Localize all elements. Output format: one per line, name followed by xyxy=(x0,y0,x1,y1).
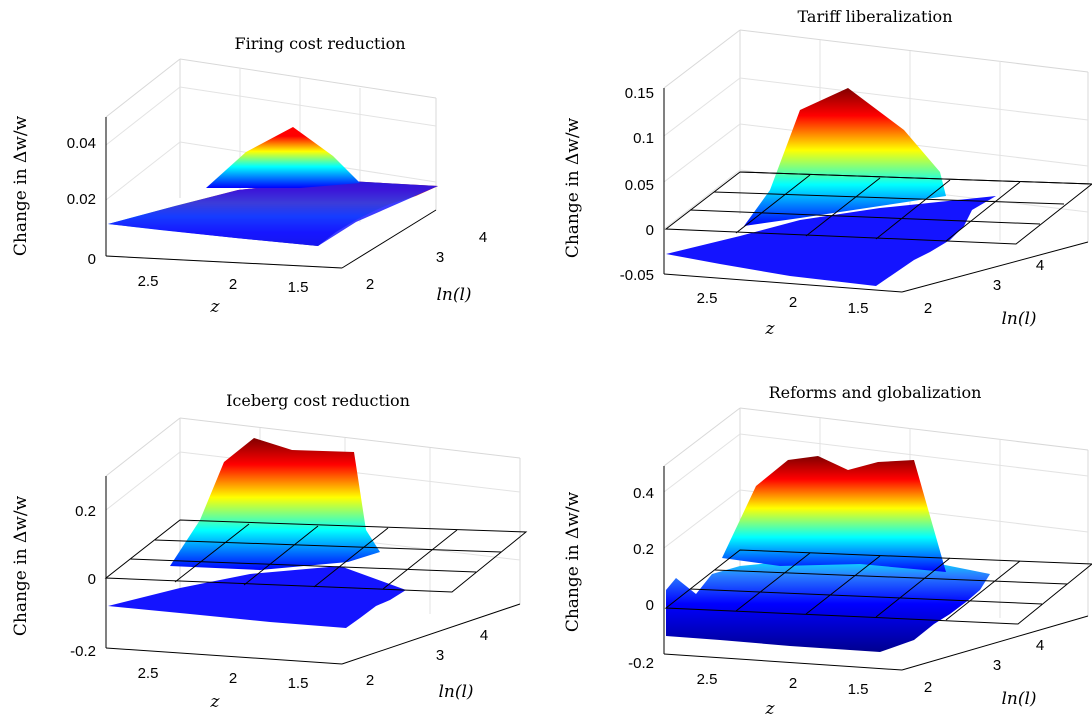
panel-reforms-and-globalization: Reforms and globalization Change in Δw/w… xyxy=(563,383,1092,719)
ztick: 0.2 xyxy=(75,503,96,520)
ytick: 2 xyxy=(924,300,932,317)
panel-title: Tariff liberalization xyxy=(797,7,952,26)
ytick: 2 xyxy=(924,679,932,696)
panel-tariff-liberalization: Tariff liberalization Change in Δw/w z l… xyxy=(563,7,1092,339)
ztick: 0 xyxy=(88,571,96,588)
ytick: 4 xyxy=(1036,257,1044,274)
ztick: 0.4 xyxy=(633,485,654,502)
surface-mesh xyxy=(108,127,438,246)
ylabel: ln(l) xyxy=(1001,309,1036,329)
ylabel: ln(l) xyxy=(1001,689,1036,709)
zlabel: Change in Δw/w xyxy=(11,495,31,636)
z-axis-line xyxy=(663,273,903,293)
xtick: 2 xyxy=(229,670,237,687)
zlabel: Change in Δw/w xyxy=(563,491,583,632)
gridlines xyxy=(105,68,437,222)
ztick: -0.2 xyxy=(628,655,654,672)
ztick: 0 xyxy=(88,251,96,268)
zlabel: Change in Δw/w xyxy=(11,115,31,256)
lnl-axis-line xyxy=(341,209,437,269)
ztick: 0.04 xyxy=(67,135,96,152)
xlabel: z xyxy=(210,692,221,712)
panel-title: Reforms and globalization xyxy=(769,383,982,402)
xlabel: z xyxy=(210,297,221,317)
zero-plane-grid xyxy=(664,549,1092,625)
ytick: 4 xyxy=(480,627,488,644)
zero-plane-grid xyxy=(104,519,528,593)
ztick: 0 xyxy=(646,222,654,239)
ztick: -0.2 xyxy=(70,643,96,660)
ytick: 2 xyxy=(366,276,374,293)
panel-firing-cost-reduction: Firing cost reduction Change in Δw/w z l… xyxy=(11,34,487,317)
xlabel: z xyxy=(765,319,776,339)
xtick: 2 xyxy=(789,294,797,311)
z-axis-line xyxy=(105,255,343,269)
xtick: 1.5 xyxy=(848,681,869,698)
panel-title: Iceberg cost reduction xyxy=(226,391,410,410)
z-axis-line xyxy=(105,647,343,665)
xtick: 2.5 xyxy=(138,665,159,682)
surface-mesh xyxy=(666,88,996,286)
panel-iceberg-cost-reduction: Iceberg cost reduction Change in Δw/w z … xyxy=(11,391,528,712)
ytick: 4 xyxy=(479,229,487,246)
ztick: 0.15 xyxy=(625,85,654,102)
ztick: 0.1 xyxy=(633,130,654,147)
lnl-axis-line xyxy=(341,603,521,665)
xlabel: z xyxy=(765,699,776,719)
zero-plane-grid xyxy=(664,171,1092,245)
ztick: 0.02 xyxy=(67,191,96,208)
z-axis-line xyxy=(663,653,903,671)
surface-mesh xyxy=(666,456,990,652)
xtick: 2.5 xyxy=(138,273,159,290)
surface-mesh xyxy=(108,438,406,628)
ylabel: ln(l) xyxy=(438,682,473,702)
lnl-axis-line xyxy=(901,615,1089,671)
xtick: 2 xyxy=(789,675,797,692)
ylabel: ln(l) xyxy=(436,285,471,305)
ytick: 3 xyxy=(436,647,444,664)
ytick: 3 xyxy=(993,657,1001,674)
ztick: 0.2 xyxy=(633,541,654,558)
xtick: 2.5 xyxy=(697,671,718,688)
panel-title: Firing cost reduction xyxy=(234,34,405,53)
ztick: 0.05 xyxy=(625,177,654,194)
lnl-axis-line xyxy=(901,241,1089,293)
xtick: 1.5 xyxy=(288,675,309,692)
ytick: 3 xyxy=(436,249,444,266)
ytick: 2 xyxy=(366,672,374,689)
zlabel: Change in Δw/w xyxy=(563,117,583,258)
xtick: 2 xyxy=(229,276,237,293)
ztick: 0 xyxy=(646,597,654,614)
ytick: 4 xyxy=(1036,637,1044,654)
xtick: 2.5 xyxy=(697,290,718,307)
xtick: 1.5 xyxy=(288,279,309,296)
xtick: 1.5 xyxy=(848,300,869,317)
ytick: 3 xyxy=(993,277,1001,294)
ztick: -0.05 xyxy=(620,267,654,284)
